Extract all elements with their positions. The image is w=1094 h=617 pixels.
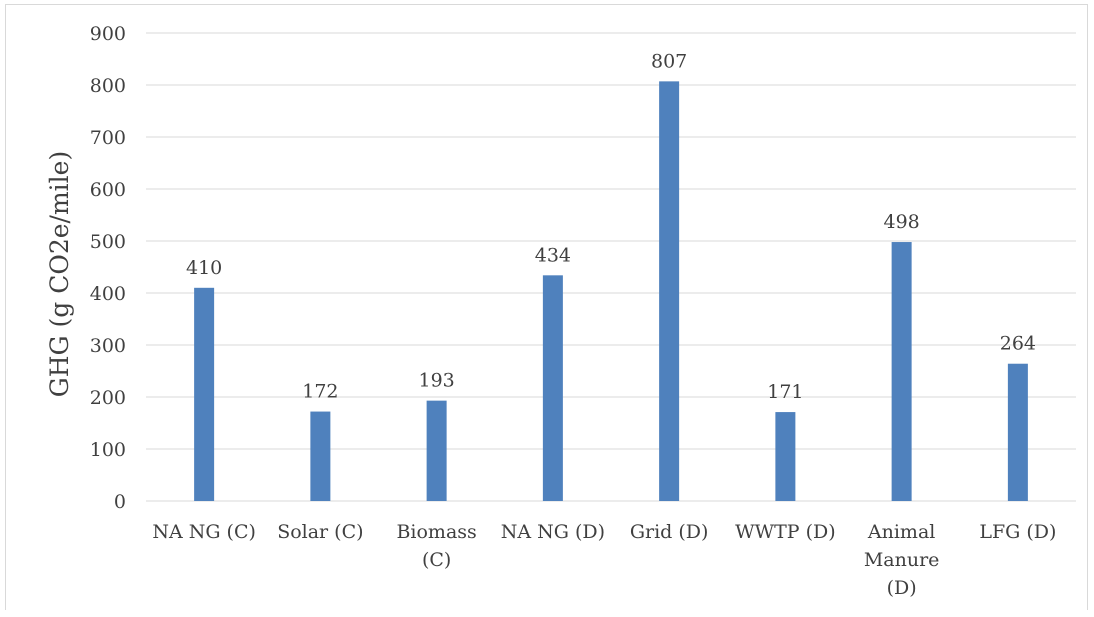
y-tick-label: 500	[90, 231, 126, 253]
bar	[1007, 363, 1028, 501]
bar	[310, 411, 331, 501]
y-axis-ticks: 0 100 200 300 400 500 600 700 800 900	[90, 23, 126, 513]
x-category-label-line: NA NG (C)	[152, 521, 256, 543]
x-category-label-line: (C)	[422, 549, 451, 571]
x-category-label: Solar (C)	[277, 521, 363, 543]
x-category-label: NA NG (C)	[152, 521, 256, 543]
x-category-label: NA NG (D)	[501, 521, 605, 543]
y-tick-label: 700	[90, 127, 126, 149]
data-label: 172	[302, 381, 338, 403]
bar	[659, 81, 680, 502]
y-tick-label: 300	[90, 335, 126, 357]
x-category-label: Biomass (C)	[396, 521, 476, 571]
y-axis-title: GHG (g CO2e/mile)	[45, 151, 74, 397]
data-label: 434	[535, 244, 571, 266]
y-tick-label: 100	[90, 439, 126, 461]
bar	[891, 242, 912, 502]
x-category-label-line: WWTP (D)	[735, 521, 836, 543]
y-tick-label: 600	[90, 179, 126, 201]
x-category-label-line: Solar (C)	[277, 521, 363, 543]
data-label: 410	[186, 257, 222, 279]
y-tick-label: 800	[90, 75, 126, 97]
data-label: 171	[767, 381, 803, 403]
x-category-label: LFG (D)	[979, 521, 1056, 543]
x-category-label-line: Animal	[867, 521, 935, 543]
bar	[542, 275, 563, 501]
x-category-label-line: NA NG (D)	[501, 521, 605, 543]
data-label: 193	[418, 370, 454, 392]
x-category-label: Animal Manure (D)	[864, 521, 940, 599]
bar	[775, 412, 796, 501]
data-labels: 410 172 193 434 807 171 498 264	[186, 50, 1036, 403]
data-label: 807	[651, 50, 687, 72]
y-tick-label: 0	[114, 491, 126, 513]
x-category-label-line: Biomass	[396, 521, 476, 543]
y-tick-label: 400	[90, 283, 126, 305]
x-category-label: WWTP (D)	[735, 521, 836, 543]
x-category-label-line: Manure	[864, 549, 940, 571]
x-axis-categories: NA NG (C) Solar (C) Biomass (C) NA NG (D) Gri…	[152, 521, 1056, 599]
x-category-label: Grid (D)	[630, 521, 709, 543]
y-tick-label: 200	[90, 387, 126, 409]
bar	[194, 287, 215, 501]
data-label: 498	[883, 211, 919, 233]
chart-frame	[5, 4, 1088, 610]
gridlines	[146, 32, 1076, 502]
bars	[194, 81, 1028, 502]
bar	[426, 400, 447, 501]
y-tick-label: 900	[90, 23, 126, 45]
x-category-label-line: Grid (D)	[630, 521, 709, 543]
x-category-label-line: (D)	[887, 577, 917, 599]
data-label: 264	[1000, 333, 1036, 355]
x-category-label-line: LFG (D)	[979, 521, 1056, 543]
